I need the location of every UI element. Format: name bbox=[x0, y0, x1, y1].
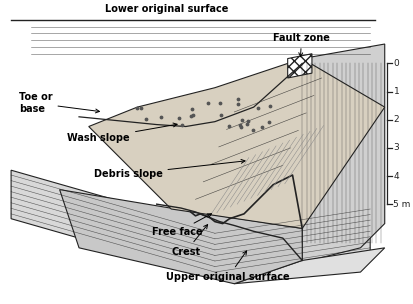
Point bbox=[244, 121, 251, 126]
Text: Crest: Crest bbox=[171, 225, 208, 257]
Point bbox=[216, 101, 223, 105]
Polygon shape bbox=[234, 248, 385, 284]
Text: 3: 3 bbox=[394, 143, 399, 152]
Point bbox=[237, 122, 244, 127]
Point bbox=[266, 104, 273, 109]
Polygon shape bbox=[288, 54, 312, 78]
Point bbox=[235, 96, 242, 101]
Point bbox=[235, 102, 241, 106]
Text: 2: 2 bbox=[394, 115, 399, 124]
Polygon shape bbox=[11, 170, 370, 277]
Point bbox=[259, 125, 266, 130]
Text: 5 m: 5 m bbox=[394, 200, 411, 209]
Text: 4: 4 bbox=[394, 171, 399, 181]
Point bbox=[266, 119, 272, 124]
Point bbox=[157, 114, 164, 119]
Point bbox=[254, 106, 261, 111]
Point bbox=[176, 116, 183, 121]
Polygon shape bbox=[59, 190, 302, 284]
Text: Toe or
base: Toe or base bbox=[19, 92, 100, 114]
Point bbox=[143, 116, 150, 121]
Point bbox=[188, 113, 195, 118]
Point bbox=[245, 118, 252, 123]
Point bbox=[218, 113, 225, 118]
Point bbox=[205, 101, 211, 105]
Point bbox=[239, 118, 245, 123]
Polygon shape bbox=[89, 59, 385, 228]
Point bbox=[189, 106, 195, 111]
Point bbox=[138, 106, 145, 111]
Point bbox=[178, 123, 185, 127]
Point bbox=[190, 113, 197, 118]
Text: Free face: Free face bbox=[152, 214, 211, 237]
Text: Fault zone: Fault zone bbox=[273, 33, 330, 57]
Text: 0: 0 bbox=[394, 59, 399, 68]
Point bbox=[226, 124, 233, 129]
Point bbox=[237, 124, 244, 129]
Text: Lower original surface: Lower original surface bbox=[104, 4, 228, 14]
Text: Debris slope: Debris slope bbox=[94, 159, 245, 179]
Text: Wash slope: Wash slope bbox=[67, 123, 177, 143]
Point bbox=[249, 127, 256, 132]
Point bbox=[133, 105, 140, 110]
Polygon shape bbox=[302, 44, 385, 262]
Text: 1: 1 bbox=[394, 87, 399, 96]
Text: Upper original surface: Upper original surface bbox=[166, 251, 290, 282]
